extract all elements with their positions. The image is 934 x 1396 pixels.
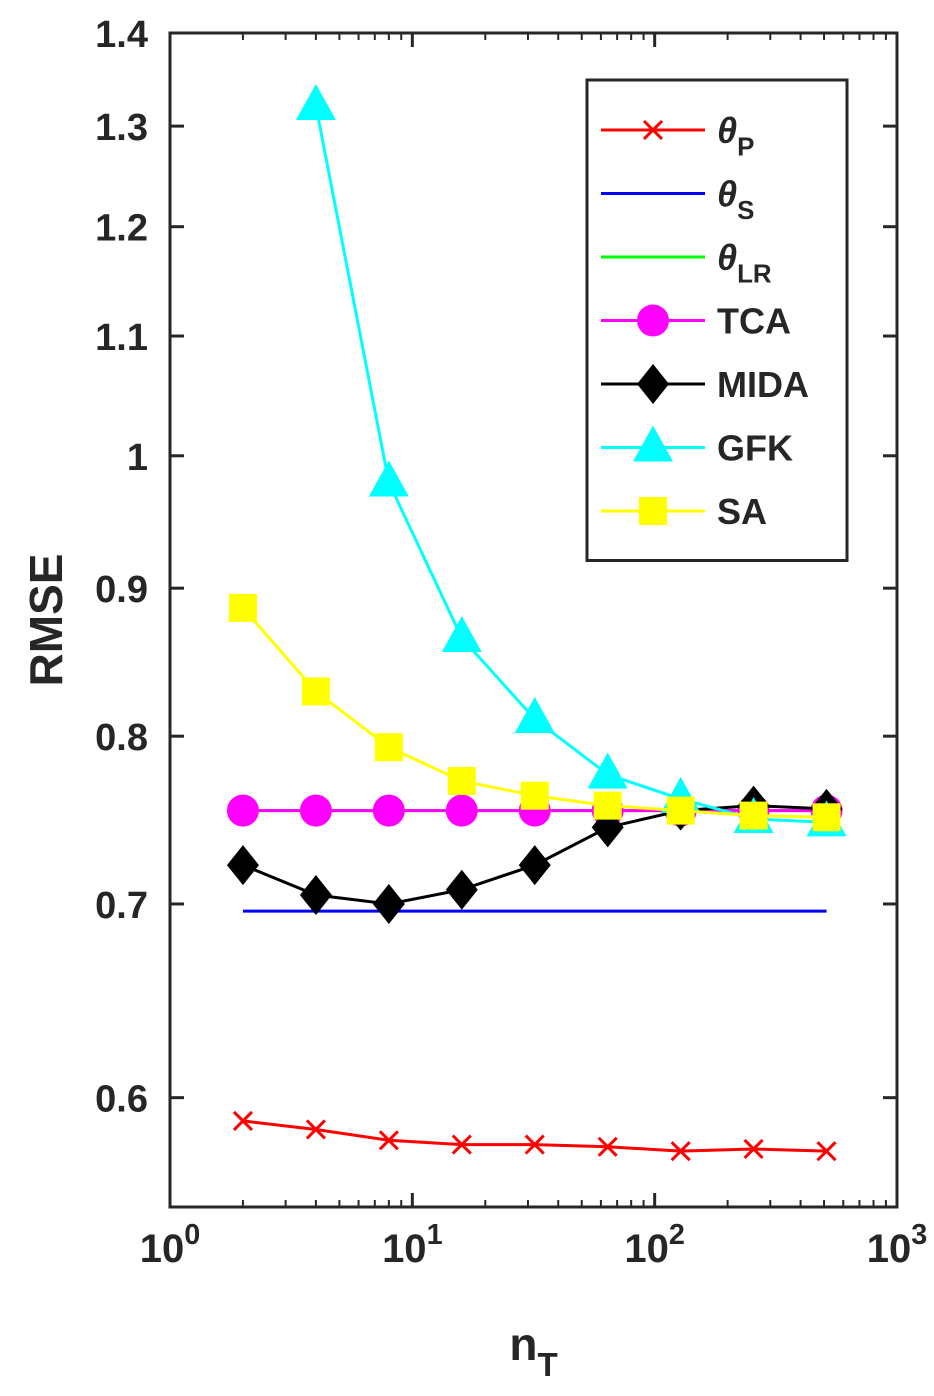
- data-point: [226, 845, 259, 886]
- y-tick-label: 0.6: [95, 1079, 148, 1121]
- data-point: [739, 801, 768, 830]
- data-point: [305, 1119, 326, 1140]
- legend-label: MIDA: [717, 364, 809, 405]
- x-axis-label: nT: [509, 1318, 557, 1384]
- data-point: [524, 1134, 545, 1155]
- data-point: [374, 733, 403, 762]
- data-point: [816, 1141, 837, 1162]
- data-point: [299, 875, 332, 916]
- x-tick-label: 101: [382, 1219, 443, 1271]
- legend-label: TCA: [717, 301, 791, 342]
- data-point: [441, 616, 482, 653]
- axes-box: [168, 31, 899, 1209]
- y-tick-label: 1.4: [95, 14, 148, 56]
- data-point: [295, 83, 336, 120]
- y-axis-label: RMSE: [20, 554, 72, 687]
- legend-label: θP: [717, 110, 754, 162]
- legend-marker: [642, 119, 664, 141]
- data-point: [520, 781, 549, 810]
- data-point: [372, 883, 405, 924]
- y-tick-label: 1.1: [95, 317, 148, 359]
- data-point: [372, 794, 405, 827]
- legend-marker: [637, 364, 669, 404]
- y-tick-label: 0.9: [95, 569, 148, 611]
- x-tick-label: 100: [140, 1219, 201, 1271]
- legend-marker: [637, 304, 669, 337]
- data-point: [226, 794, 259, 827]
- x-tick-label: 102: [624, 1219, 685, 1271]
- data-point: [812, 803, 841, 832]
- data-point: [593, 791, 622, 820]
- data-point: [368, 460, 409, 497]
- data-point: [378, 1130, 399, 1151]
- data-point: [666, 796, 695, 825]
- y-tick-label: 1.2: [95, 208, 148, 250]
- data-point: [299, 794, 332, 827]
- data-point: [670, 1141, 691, 1162]
- legend-marker: [633, 425, 673, 462]
- data-point: [597, 1136, 618, 1157]
- y-tick-label: 1: [127, 437, 148, 479]
- data-point: [232, 1110, 254, 1131]
- legend-label: SA: [717, 491, 767, 532]
- legend-label: GFK: [717, 428, 793, 469]
- y-tick-label: 0.8: [95, 717, 148, 759]
- legend-label: θLR: [717, 237, 772, 289]
- y-tick-label: 0.7: [95, 885, 148, 927]
- legend-label: θS: [717, 174, 754, 226]
- data-point: [587, 752, 628, 789]
- data-point: [518, 845, 551, 886]
- data-point: [743, 1138, 764, 1160]
- data-point: [228, 593, 257, 622]
- data-point: [451, 1134, 472, 1155]
- legend-marker: [639, 497, 667, 525]
- x-tick-label: 103: [867, 1219, 928, 1271]
- data-point: [301, 677, 330, 706]
- y-tick-label: 1.3: [95, 107, 148, 149]
- legend-box: [585, 78, 849, 562]
- data-point: [445, 869, 478, 910]
- data-point: [445, 794, 478, 827]
- data-point: [447, 766, 476, 795]
- data-point: [514, 697, 555, 734]
